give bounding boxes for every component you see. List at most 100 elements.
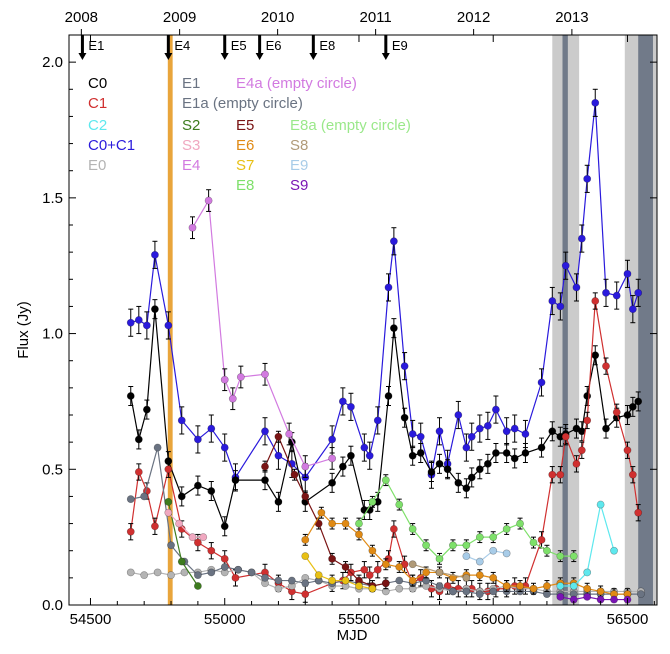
x-tick-label: 55500 [338, 611, 380, 628]
data-point [516, 582, 524, 590]
series-line [130, 102, 639, 479]
data-point [408, 430, 417, 438]
series-line [466, 550, 507, 563]
event-label: E6 [266, 38, 282, 53]
data-point [220, 554, 229, 563]
legend-entry: E5 [236, 117, 254, 134]
event-label: E4 [174, 38, 190, 53]
data-point [167, 541, 175, 550]
series-c2 [556, 500, 618, 590]
data-point [126, 527, 135, 536]
data-point [274, 584, 283, 593]
data-point [537, 443, 546, 452]
data-point [301, 492, 310, 501]
data-point [220, 522, 229, 531]
data-point [602, 362, 610, 371]
data-point [400, 362, 409, 371]
y-axis-title: Flux (Jy) [15, 301, 32, 359]
legend: C0 C1 C2 C0+C1 E0 E1 E1a (empty circle) S2 S3 E4 E… [88, 75, 411, 194]
plot-frame [68, 34, 658, 606]
data-point [234, 565, 243, 574]
year-label: 2011 [359, 9, 391, 26]
data-point [395, 563, 404, 571]
data-point [381, 560, 390, 569]
data-point [475, 465, 484, 474]
data-point [199, 533, 208, 542]
data-point [628, 470, 637, 479]
data-point [395, 576, 404, 585]
data-point [368, 584, 377, 593]
data-point [610, 546, 618, 555]
data-point [373, 565, 382, 574]
y-tick-label: 2.0 [42, 54, 63, 71]
legend-entry: E9 [290, 157, 308, 174]
legend-entry: E0 [88, 157, 106, 174]
data-point [521, 449, 530, 457]
data-point [462, 587, 471, 596]
data-point [338, 462, 347, 471]
data-point [634, 397, 643, 406]
series-s8 [408, 560, 471, 582]
data-point [572, 459, 581, 468]
legend-entry: S7 [236, 157, 254, 174]
data-point [408, 451, 417, 460]
data-point [400, 413, 409, 422]
series-line [167, 512, 204, 538]
data-point [492, 405, 500, 414]
data-point [328, 454, 337, 463]
data-point [301, 462, 310, 471]
data-point [347, 402, 355, 411]
data-point [274, 576, 283, 585]
y-tick-label: 1.0 [42, 326, 63, 343]
series-s7 [301, 552, 377, 593]
data-point [636, 590, 645, 599]
data-point [355, 519, 363, 528]
data-point [569, 552, 578, 561]
legend-entry: C0+C1 [88, 137, 135, 154]
data-point [328, 554, 337, 563]
series-s3 [164, 508, 208, 542]
data-point [475, 590, 484, 599]
shaded-region [638, 35, 653, 605]
data-point [175, 519, 183, 528]
data-point [543, 546, 551, 555]
data-point [537, 535, 546, 544]
data-point [475, 424, 484, 433]
data-point [134, 435, 143, 444]
event-markers: E1 E4 E5 E6 E8 E9 [78, 35, 408, 60]
data-point [583, 584, 592, 593]
data-point [602, 424, 610, 433]
data-point [623, 446, 632, 455]
data-point [449, 587, 457, 596]
data-point [435, 427, 444, 436]
data-point [317, 508, 326, 517]
data-point [368, 546, 377, 555]
data-point [328, 519, 337, 528]
data-point [347, 451, 355, 460]
data-point [360, 443, 369, 452]
data-point [207, 568, 216, 577]
data-point [231, 573, 240, 582]
data-point [142, 321, 151, 330]
data-point [140, 492, 149, 501]
data-point [435, 459, 444, 468]
data-point [365, 571, 374, 580]
data-point [126, 495, 135, 504]
data-point [188, 533, 197, 542]
data-point [489, 533, 498, 542]
data-point [623, 269, 632, 278]
data-point [389, 525, 398, 533]
data-point [193, 571, 202, 580]
data-point [365, 451, 374, 460]
data-point [435, 582, 444, 590]
data-point [548, 297, 557, 305]
data-point [628, 305, 637, 314]
data-point [462, 484, 471, 493]
event-arrowhead [255, 53, 264, 60]
data-point [355, 582, 363, 590]
data-point [287, 576, 296, 585]
series-e9 [462, 546, 511, 566]
data-point [454, 411, 463, 419]
